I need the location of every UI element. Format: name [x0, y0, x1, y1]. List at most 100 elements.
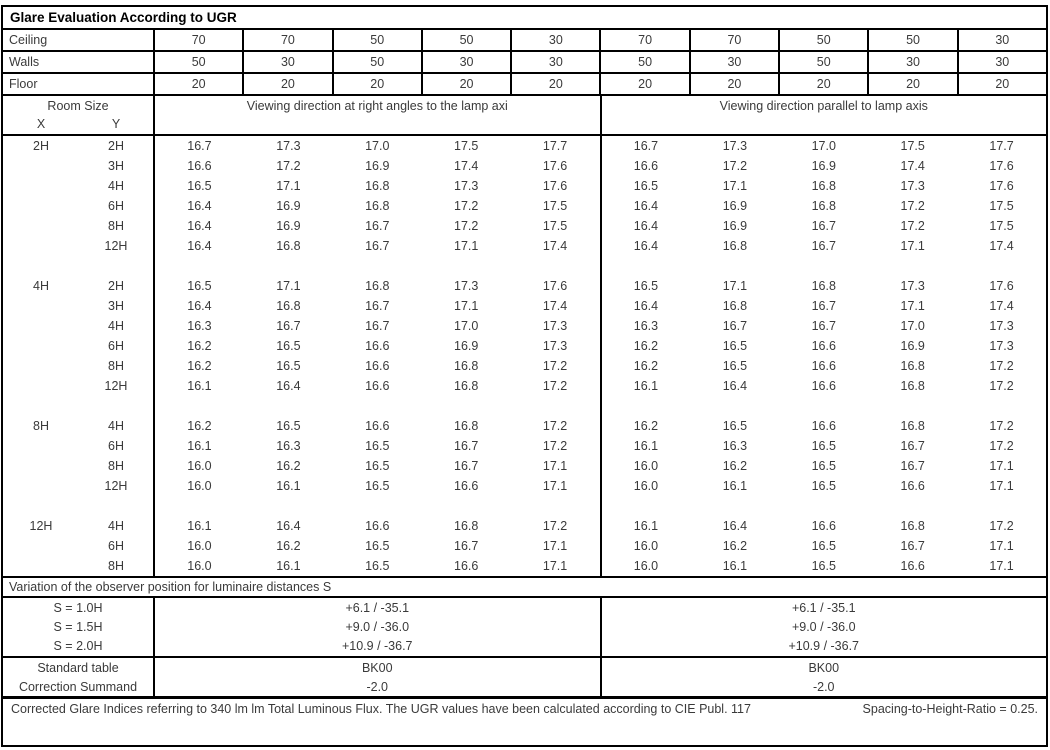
ugr-value-cell: 16.4 [633, 299, 659, 313]
ugr-value-cell: 16.8 [365, 279, 390, 293]
room-y-cell: 8H [108, 359, 124, 373]
ugr-value-cell: 16.8 [811, 179, 836, 193]
ugr-gap-row [3, 256, 1046, 276]
summary-value-right: BK00 [599, 658, 1047, 677]
ugr-value-cell: 16.4 [633, 239, 659, 253]
ugr-value-cell: 17.1 [989, 459, 1014, 473]
ugr-value-cell: 16.4 [633, 219, 659, 233]
ugr-value-cell: 16.7 [633, 139, 659, 153]
ugr-value-cell: 16.1 [187, 379, 212, 393]
ugr-value-cell: 16.8 [454, 359, 479, 373]
ugr-row: 6H 16.2 16.5 16.6 16.9 17.3 16.2 16.5 16.6 16.9 17… [3, 336, 1046, 356]
ugr-value-cell: 16.6 [454, 559, 479, 573]
ugr-value-cell: 17.2 [542, 379, 568, 393]
ugr-value-cell [422, 396, 511, 416]
ugr-value-cell: 17.2 [989, 379, 1014, 393]
ugr-group-left: 16.5 17.1 16.8 17.3 17.6 [153, 176, 600, 196]
surface-value-cell: 30 [420, 52, 510, 72]
ugr-value-cell: 16.5 [365, 439, 390, 453]
ugr-value-cell: 17.4 [989, 239, 1014, 253]
room-size-axes: X Y [3, 115, 153, 134]
summary-section: Standard table BK00 BK00 Correction Summand… [3, 656, 1046, 696]
room-y-cell: 12H [104, 479, 128, 493]
ugr-value-cell: 16.1 [187, 439, 212, 453]
ugr-value-cell: 16.1 [276, 559, 301, 573]
variation-value-left: +6.1 / -35.1 [153, 598, 600, 618]
room-y-cell: 8H [108, 459, 124, 473]
ugr-group-left: 16.1 16.3 16.5 16.7 17.2 [153, 436, 600, 456]
ugr-value-cell: 17.3 [989, 339, 1014, 353]
ugr-value-cell: 16.9 [276, 219, 301, 233]
ugr-value-cell: 17.4 [900, 159, 925, 173]
ugr-value-cell: 16.8 [454, 519, 479, 533]
ugr-value-cell: 17.0 [365, 139, 390, 153]
room-y-cell: 6H [108, 439, 124, 453]
ugr-value-cell: 16.8 [365, 199, 390, 213]
ugr-value-cell: 17.6 [989, 279, 1014, 293]
ugr-group-left: 16.7 17.3 17.0 17.5 17.7 [153, 136, 600, 156]
ugr-value-cell: 17.2 [989, 419, 1014, 433]
ugr-group-right: 16.7 17.3 17.0 17.5 17.7 [599, 136, 1047, 156]
room-size-header: Room Size X Y [3, 96, 153, 134]
ugr-value-cell: 17.2 [722, 159, 748, 173]
ugr-value-cell: 16.5 [633, 179, 659, 193]
ugr-value-cell: 16.7 [900, 539, 925, 553]
ugr-value-cell: 16.3 [633, 319, 659, 333]
variation-value-left: +9.0 / -36.0 [153, 617, 600, 637]
ugr-group-left: 16.0 16.2 16.5 16.7 17.1 [153, 536, 600, 556]
surface-reflectance-section: Ceiling 70 70 50 50 30 70 70 50 50 30 Walls 50 30 50 30… [3, 28, 1046, 94]
ugr-value-cell: 17.1 [989, 559, 1014, 573]
ugr-value-cell: 16.0 [633, 559, 659, 573]
ugr-group-right: 16.2 16.5 16.6 16.9 17.3 [599, 336, 1047, 356]
ugr-value-cell: 17.2 [542, 419, 568, 433]
room-y-cell: 3H [108, 159, 124, 173]
ugr-value-cell: 16.2 [187, 419, 212, 433]
room-y-cell: 2H [108, 139, 124, 153]
ugr-group-left: 16.5 17.1 16.8 17.3 17.6 [153, 276, 600, 296]
ugr-value-cell: 16.8 [454, 379, 479, 393]
variation-heading: Variation of the observer position for l… [3, 576, 1046, 596]
ugr-value-cell: 16.2 [276, 539, 301, 553]
ugr-value-cell: 16.8 [811, 199, 836, 213]
ugr-row: 6H 16.1 16.3 16.5 16.7 17.2 16.1 16.3 16.5 16.7 17… [3, 436, 1046, 456]
ugr-group-right: 16.0 16.2 16.5 16.7 17.1 [599, 456, 1047, 476]
surface-row-ceiling: Ceiling 70 70 50 50 30 70 70 50 50 30 [3, 28, 1046, 50]
ugr-value-cell: 17.7 [542, 139, 568, 153]
ugr-value-cell: 16.4 [187, 219, 212, 233]
ugr-group-left: 16.4 16.8 16.7 17.1 17.4 [153, 296, 600, 316]
room-x-cell [3, 356, 79, 376]
surface-label: Walls [9, 55, 40, 69]
ugr-row: 8H 16.4 16.9 16.7 17.2 17.5 16.4 16.9 16.7 17.2 17… [3, 216, 1046, 236]
ugr-value-cell: 16.0 [187, 479, 212, 493]
ugr-value-cell: 16.6 [811, 519, 836, 533]
ugr-group-left [153, 496, 600, 516]
room-x-cell: 12H [29, 519, 53, 533]
ugr-value-cell: 16.5 [633, 279, 659, 293]
ugr-value-cell [511, 256, 600, 276]
ugr-value-cell: 16.9 [722, 219, 748, 233]
ugr-value-cell: 16.5 [811, 439, 836, 453]
ugr-value-cell: 16.9 [900, 339, 925, 353]
ugr-value-cell: 17.1 [542, 539, 568, 553]
room-y-cell [79, 256, 153, 276]
ugr-value-cell: 16.5 [365, 559, 390, 573]
variation-row-item: S = 2.0H +10.9 / -36.7 +10.9 / -36.7 [3, 636, 1047, 656]
ugr-gap-row [3, 496, 1046, 516]
ugr-value-cell: 16.1 [722, 479, 748, 493]
ugr-value-cell: 16.6 [811, 379, 836, 393]
ugr-value-cell: 16.5 [365, 479, 390, 493]
ugr-value-cell: 16.1 [187, 519, 212, 533]
variation-row-item: S = 1.0H +6.1 / -35.1 +6.1 / -35.1 [3, 598, 1046, 618]
summary-label: Correction Summand [18, 679, 138, 694]
ugr-value-cell [333, 396, 422, 416]
surface-value-cell: 20 [956, 74, 1046, 94]
ugr-value-cell: 16.4 [722, 379, 748, 393]
variation-value-right: +10.9 / -36.7 [599, 636, 1047, 656]
ugr-value-cell: 16.0 [633, 479, 659, 493]
surface-value-cell: 70 [242, 30, 331, 50]
ugr-group-left: 16.0 16.1 16.5 16.6 17.1 [153, 556, 600, 576]
ugr-value-cell: 17.0 [900, 319, 925, 333]
ugr-value-cell: 16.7 [900, 439, 925, 453]
ugr-value-cell: 17.1 [454, 299, 479, 313]
surface-row-floor: Floor 20 20 20 20 20 20 20 20 20 20 [3, 72, 1046, 94]
